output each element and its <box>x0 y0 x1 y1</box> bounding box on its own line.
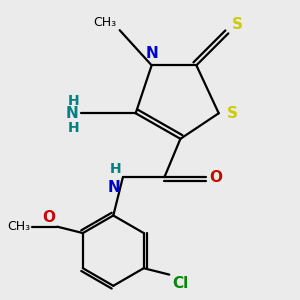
Text: O: O <box>43 210 56 225</box>
Text: S: S <box>227 106 238 121</box>
Text: CH₃: CH₃ <box>93 16 116 28</box>
Text: O: O <box>209 170 222 185</box>
Text: CH₃: CH₃ <box>7 220 30 233</box>
Text: H: H <box>68 121 80 135</box>
Text: S: S <box>232 17 242 32</box>
Text: Cl: Cl <box>172 276 189 291</box>
Text: N: N <box>65 106 78 121</box>
Text: H: H <box>68 94 80 109</box>
Text: N: N <box>108 180 120 195</box>
Text: N: N <box>145 46 158 62</box>
Text: H: H <box>110 162 121 176</box>
